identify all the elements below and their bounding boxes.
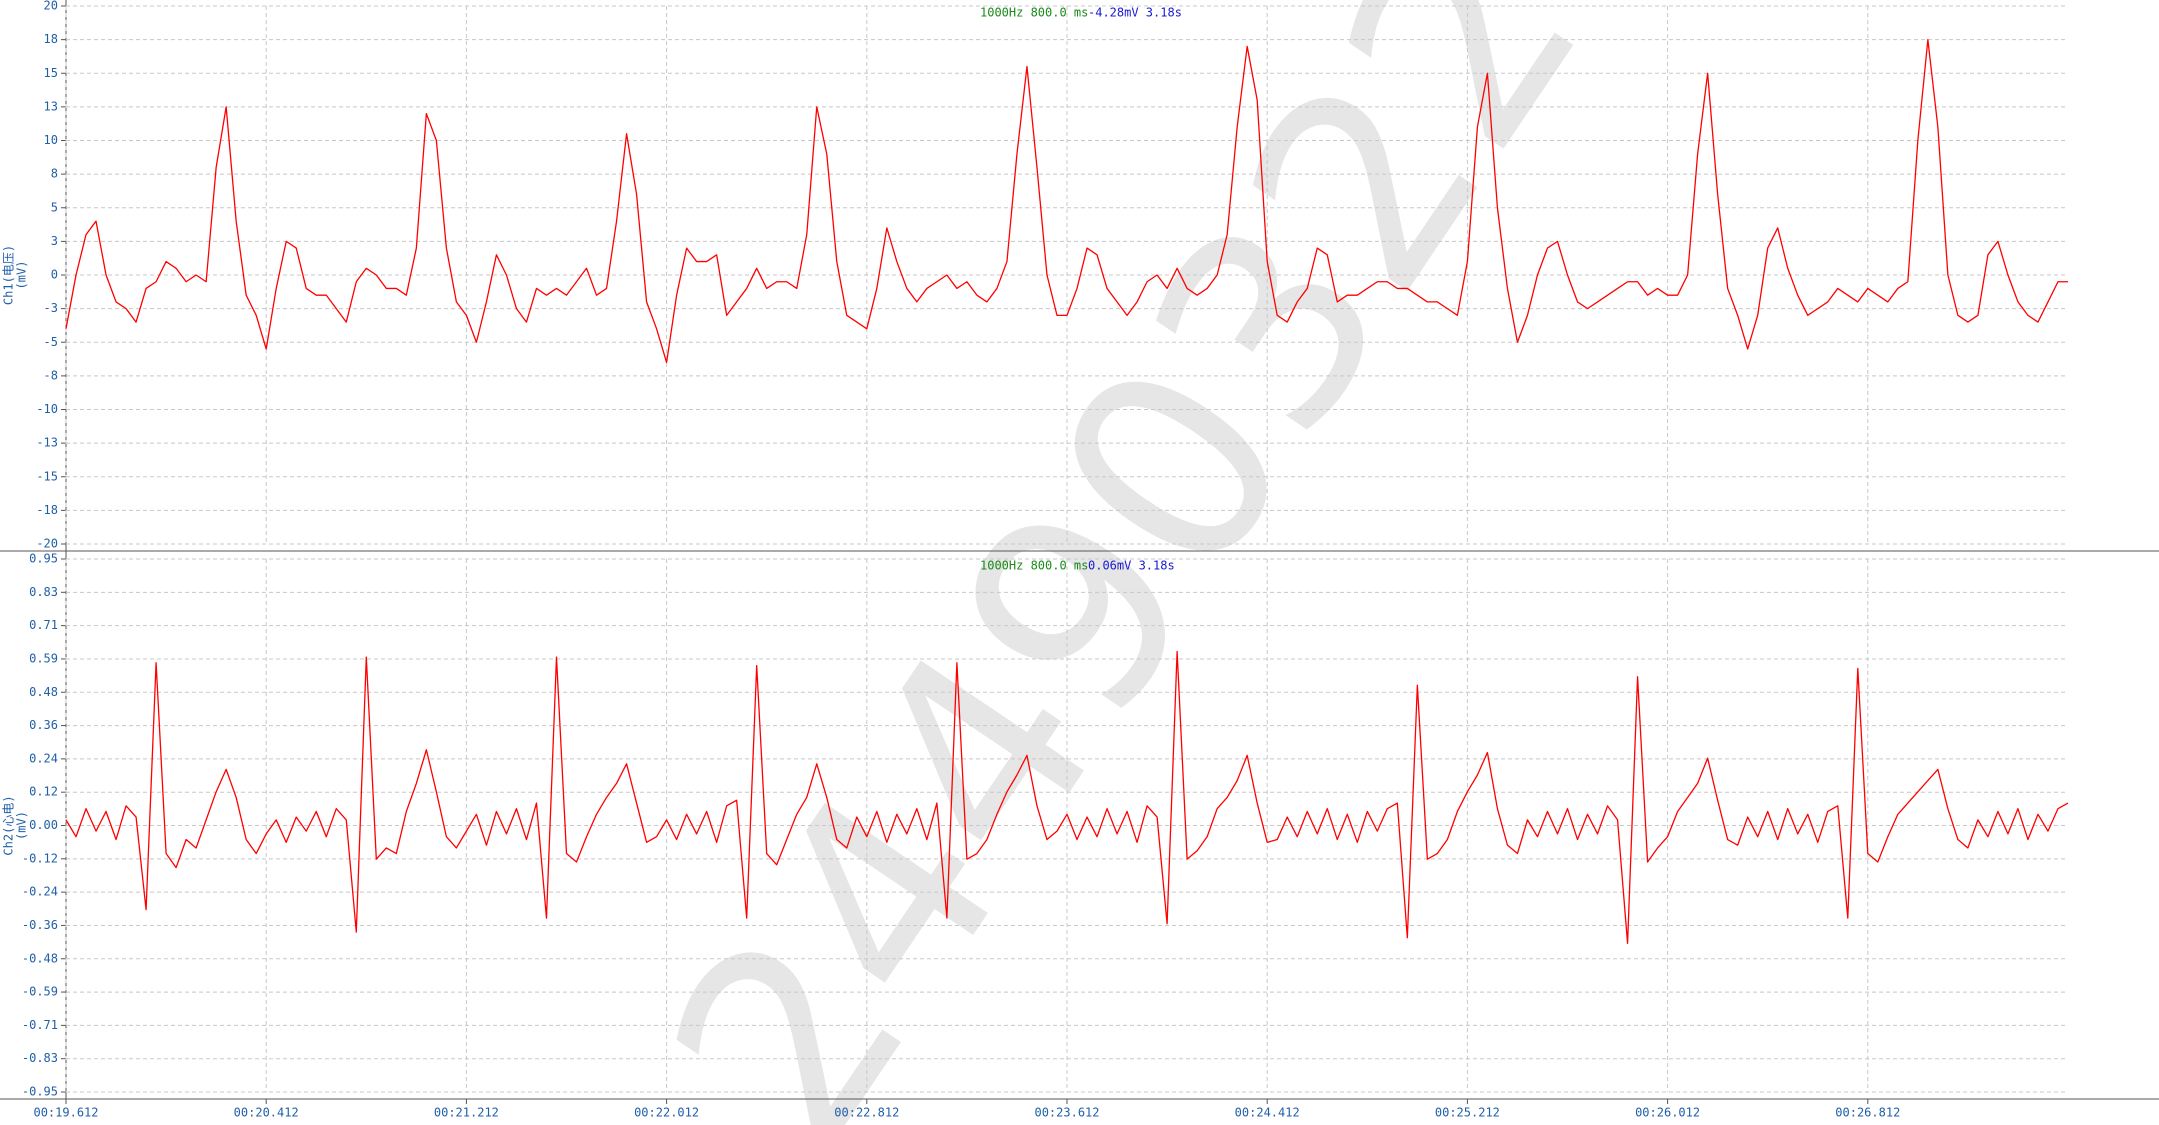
y-tick-label: 8 — [51, 167, 58, 181]
y-axis-label: Ch1(电压) — [2, 245, 16, 305]
trace — [65, 650, 2069, 944]
sample-info: 1000Hz 800.0 ms — [980, 559, 1088, 573]
y-tick-label: -5 — [44, 335, 58, 349]
x-tick-label: 00:23.612 — [1034, 1106, 1099, 1120]
x-tick-label: 00:22.012 — [634, 1106, 699, 1120]
y-tick-label: 13 — [44, 99, 58, 113]
x-tick-label: 00:21.212 — [434, 1106, 499, 1120]
x-tick-label: 00:25.212 — [1435, 1106, 1500, 1120]
y-tick-label: 0.95 — [29, 552, 58, 566]
cursor-info: -4.28mV 3.18s — [1088, 6, 1182, 20]
x-tick-label: 00:19.612 — [33, 1106, 98, 1120]
sample-info: 1000Hz 800.0 ms — [980, 6, 1088, 20]
y-tick-label: 0.36 — [29, 718, 58, 732]
y-tick-label: 0.12 — [29, 785, 58, 799]
y-tick-label: -10 — [36, 402, 58, 416]
y-tick-label: 0.71 — [29, 618, 58, 632]
y-tick-label: -0.71 — [22, 1018, 58, 1032]
y-tick-label: -0.48 — [22, 951, 58, 965]
y-tick-label: 0 — [51, 268, 58, 282]
y-tick-label: 3 — [51, 234, 58, 248]
trace — [65, 38, 2068, 364]
y-tick-label: 18 — [44, 32, 58, 46]
y-tick-label: -0.24 — [22, 885, 58, 899]
y-tick-label: -0.36 — [22, 918, 58, 932]
y-tick-label: 0.00 — [29, 818, 58, 832]
y-tick-label: -3 — [44, 301, 58, 315]
y-axis-label: Ch2(心电) — [2, 795, 16, 855]
y-tick-label: 5 — [51, 200, 58, 214]
y-tick-label: 0.24 — [29, 751, 58, 765]
y-axis-label: (mV) — [15, 811, 29, 840]
y-tick-label: -20 — [36, 537, 58, 551]
x-tick-label: 00:24.412 — [1235, 1106, 1300, 1120]
y-tick-label: -8 — [44, 368, 58, 382]
y-tick-label: -0.95 — [22, 1085, 58, 1099]
x-tick-label: 00:26.812 — [1835, 1106, 1900, 1120]
y-axis-label: (mV) — [15, 261, 29, 290]
y-tick-label: 0.83 — [29, 585, 58, 599]
y-tick-label: -0.12 — [22, 851, 58, 865]
y-tick-label: 10 — [44, 133, 58, 147]
y-tick-label: 15 — [44, 66, 58, 80]
y-tick-label: -18 — [36, 503, 58, 517]
cursor-info: 0.06mV 3.18s — [1088, 559, 1175, 573]
y-tick-label: 0.59 — [29, 651, 58, 665]
y-tick-label: -15 — [36, 469, 58, 483]
y-tick-label: 20 — [44, 0, 58, 13]
x-tick-label: 00:22.812 — [834, 1106, 899, 1120]
y-tick-label: 0.48 — [29, 685, 58, 699]
y-tick-label: -0.83 — [22, 1051, 58, 1065]
y-tick-label: -0.59 — [22, 985, 58, 999]
x-tick-label: 00:26.012 — [1635, 1106, 1700, 1120]
x-tick-label: 00:20.412 — [234, 1106, 299, 1120]
y-tick-label: -13 — [36, 436, 58, 450]
